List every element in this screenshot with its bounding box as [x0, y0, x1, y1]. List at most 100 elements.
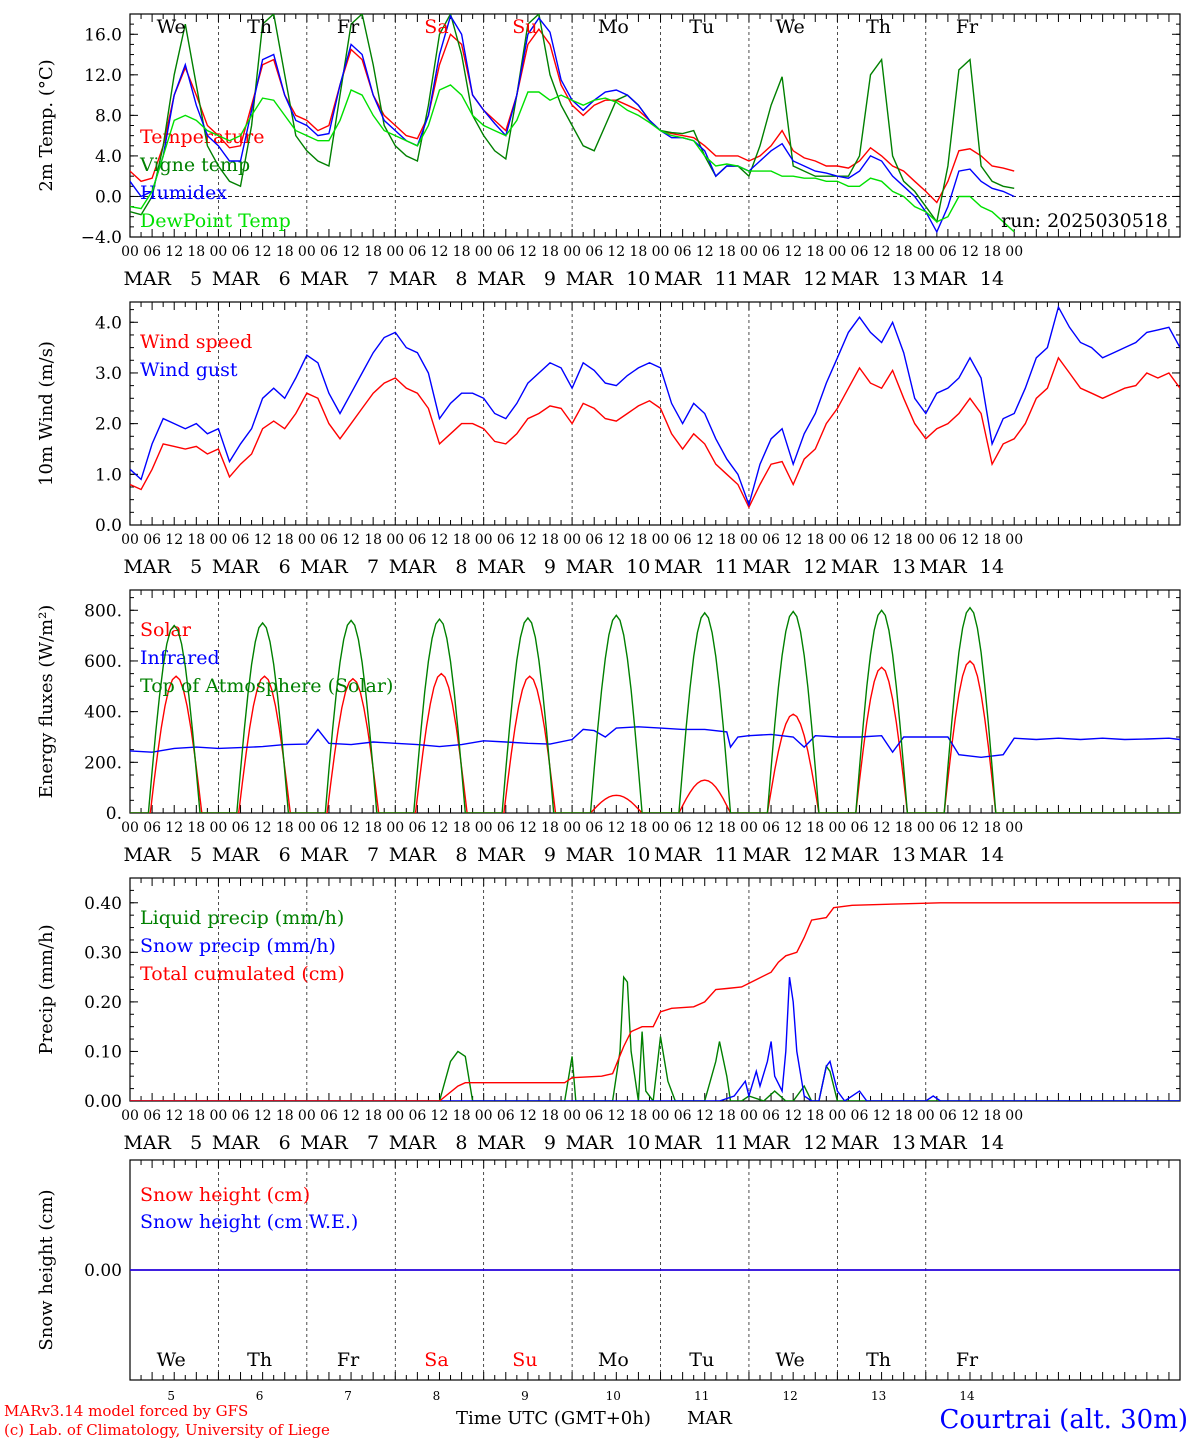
x-axis-title-month: MAR — [687, 1408, 732, 1429]
x-hour-label: 06 — [674, 532, 692, 548]
x-hour-label: 18 — [276, 244, 294, 260]
station-name: Courtrai (alt. 30m) — [940, 1405, 1189, 1435]
weekday-label: Th — [866, 16, 891, 38]
x-hour-label: 12 — [431, 1108, 449, 1124]
x-hour-label: 00 — [475, 1108, 493, 1124]
x-day-number: 14 — [980, 844, 1004, 866]
x-day-number: 7 — [344, 1389, 352, 1403]
x-hour-label: 00 — [740, 532, 758, 548]
x-month-label: MAR — [123, 844, 171, 866]
x-hour-label: 12 — [254, 1108, 272, 1124]
x-hour-label: 00 — [917, 1108, 935, 1124]
panel-precip: 0.00 0.10 0.20 0.30 0.40 Precip (mm/h) Liquid … — [36, 877, 1181, 1154]
x-day-number: 14 — [980, 1132, 1004, 1154]
x-hour-label: 00 — [828, 244, 846, 260]
x-month-label: MAR — [654, 556, 702, 578]
x-day-number: 11 — [715, 844, 739, 866]
weekday-label: Fr — [956, 1349, 979, 1371]
series-line-liquid-precip-mm-h- — [130, 975, 1180, 1101]
weekday-label: Th — [247, 16, 272, 38]
x-day-number: 8 — [455, 1132, 467, 1154]
x-month-label: MAR — [566, 556, 614, 578]
x-hour-label: 06 — [851, 820, 869, 836]
x-day-number: 12 — [783, 1389, 798, 1403]
x-hour-label: 06 — [762, 1108, 780, 1124]
x-month-label: MAR — [212, 556, 260, 578]
x-hour-label: 18 — [541, 244, 559, 260]
x-hour-label: 06 — [232, 1108, 250, 1124]
plot-frame — [129, 589, 1181, 814]
y-tick-label: 200. — [84, 753, 122, 773]
x-hour-label: 00 — [652, 244, 670, 260]
x-month-label: MAR — [300, 844, 348, 866]
x-hour-label: 12 — [519, 1108, 537, 1124]
x-hour-label: 00 — [652, 1108, 670, 1124]
x-hour-label: 00 — [298, 532, 316, 548]
x-hour-label: 00 — [298, 1108, 316, 1124]
x-hour-label: 06 — [232, 820, 250, 836]
x-month-label: MAR — [566, 268, 614, 290]
y-tick-label: 600. — [84, 652, 122, 672]
x-hour-label: 06 — [851, 244, 869, 260]
y-tick-label: 0.0 — [95, 187, 122, 207]
weekday-label: Fr — [337, 16, 360, 38]
x-hour-label: 06 — [851, 1108, 869, 1124]
weekday-label: Tu — [689, 16, 714, 38]
x-day-number: 7 — [367, 268, 379, 290]
weekday-label: Sa — [424, 1349, 448, 1371]
x-hour-label: 18 — [630, 820, 648, 836]
x-hour-label: 06 — [143, 244, 161, 260]
x-hour-label: 06 — [232, 532, 250, 548]
y-tick-label: 0.20 — [84, 993, 122, 1013]
x-hour-label: 06 — [674, 820, 692, 836]
x-month-label: MAR — [919, 844, 967, 866]
x-hour-label: 06 — [497, 820, 515, 836]
x-day-number: 13 — [871, 1389, 886, 1403]
y-tick-label: 4.0 — [95, 313, 122, 333]
x-hour-label: 18 — [806, 1108, 824, 1124]
x-hour-label: 18 — [453, 820, 471, 836]
x-hour-label: 12 — [254, 532, 272, 548]
x-day-number: 8 — [455, 556, 467, 578]
weekday-label: We — [157, 16, 186, 38]
x-day-number: 11 — [715, 556, 739, 578]
series-line-dewpoint-temp — [130, 84, 1015, 233]
y-tick-label: 0.00 — [84, 1092, 122, 1112]
x-day-number: 11 — [694, 1389, 709, 1403]
y-tick-label: −4.0 — [81, 228, 122, 248]
x-day-number: 10 — [626, 1132, 650, 1154]
x-hour-label: 06 — [585, 820, 603, 836]
x-hour-label: 06 — [585, 532, 603, 548]
legend-snow-precip-mm-h-: Snow precip (mm/h) — [140, 935, 336, 957]
x-month-label: MAR — [742, 844, 790, 866]
x-hour-label: 18 — [276, 1108, 294, 1124]
x-hour-label: 18 — [895, 1108, 913, 1124]
weekday-label: Tu — [689, 1349, 714, 1371]
x-hour-label: 06 — [585, 244, 603, 260]
legend-snow-height-cm-: Snow height (cm) — [140, 1184, 310, 1206]
x-hour-label: 12 — [873, 1108, 891, 1124]
x-day-number: 5 — [167, 1389, 175, 1403]
x-hour-label: 18 — [276, 532, 294, 548]
x-hour-label: 00 — [298, 244, 316, 260]
x-hour-label: 12 — [784, 532, 802, 548]
x-day-number: 11 — [715, 268, 739, 290]
x-hour-label: 18 — [983, 1108, 1001, 1124]
x-hour-label: 00 — [828, 532, 846, 548]
x-hour-label: 18 — [541, 532, 559, 548]
x-hour-label: 12 — [873, 244, 891, 260]
y-axis-label: 10m Wind (m/s) — [36, 341, 57, 486]
x-hour-label: 00 — [563, 532, 581, 548]
x-day-number: 9 — [544, 1132, 556, 1154]
x-hour-label: 12 — [873, 820, 891, 836]
x-day-number: 7 — [367, 1132, 379, 1154]
x-hour-label: 00 — [563, 820, 581, 836]
x-hour-label: 18 — [541, 1108, 559, 1124]
x-day-number: 6 — [279, 1132, 291, 1154]
x-axis-title: Time UTC (GMT+0h) — [456, 1408, 651, 1429]
x-day-number: 12 — [803, 844, 827, 866]
series-line-wind-speed — [130, 356, 1180, 509]
x-hour-label: 12 — [431, 244, 449, 260]
x-hour-label: 12 — [607, 532, 625, 548]
y-tick-label: 16.0 — [84, 25, 122, 45]
